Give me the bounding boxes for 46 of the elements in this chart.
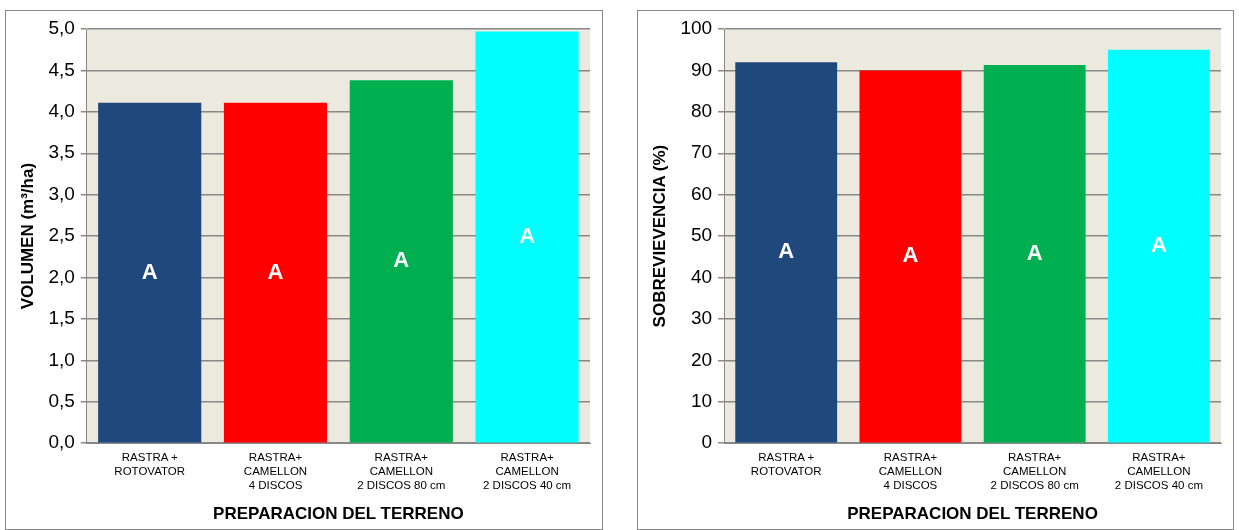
y-tick-label: 0,0: [48, 431, 75, 453]
y-tick-label: 30: [690, 307, 713, 329]
y-tick-label: 2,5: [48, 224, 75, 246]
y-tick-label: 2,0: [48, 265, 75, 287]
x-tick-label: RASTRA + ROTOVATOR: [114, 451, 186, 478]
y-axis-title: VOLUMEN (m³/ha): [17, 162, 37, 310]
annotation: A: [778, 238, 795, 264]
y-tick-label: 70: [690, 141, 713, 163]
y-tick-label: 0: [701, 431, 713, 453]
annotation: A: [902, 242, 919, 268]
annotation: A: [1026, 239, 1043, 265]
x-tick-label: RASTRA+ CAMELLON 2 DISCOS 40 cm: [1114, 451, 1203, 491]
y-tick-label: 60: [690, 182, 713, 204]
bar: [349, 80, 453, 443]
bar: [223, 102, 328, 443]
annotation: A: [519, 223, 536, 249]
x-tick-label: RASTRA+ CAMELLON 2 DISCOS 80 cm: [990, 451, 1079, 491]
x-tick-label: RASTRA+ CAMELLON 4 DISCOS: [243, 451, 308, 491]
x-tick-label: RASTRA + ROTOVATOR: [750, 451, 822, 478]
y-tick-label: 20: [690, 348, 713, 370]
annotation: A: [1150, 232, 1167, 258]
y-tick-label: 3,0: [48, 182, 75, 204]
y-tick-label: 3,5: [48, 141, 75, 163]
annotation: A: [141, 258, 158, 284]
y-tick-label: 1,0: [48, 348, 75, 370]
bar: [475, 31, 579, 443]
y-tick-label: 10: [690, 390, 713, 412]
x-tick-label: RASTRA+ CAMELLON 4 DISCOS: [878, 451, 943, 491]
annotation: A: [393, 247, 410, 273]
annotation: A: [267, 258, 284, 284]
y-tick-label: 40: [690, 265, 713, 287]
y-axis-title: SOBREVIEVENCIA (%): [649, 144, 669, 328]
y-tick-label: 90: [690, 58, 713, 80]
y-tick-label: 100: [680, 17, 713, 39]
y-tick-label: 50: [690, 224, 713, 246]
x-axis-title: PREPARACION DEL TERRENO: [847, 504, 1098, 524]
y-tick-label: 4,0: [48, 100, 75, 122]
y-tick-label: 5,0: [48, 17, 75, 39]
x-tick-label: RASTRA+ CAMELLON 2 DISCOS 40 cm: [483, 451, 572, 491]
bar: [98, 102, 202, 443]
y-tick-label: 0,5: [48, 390, 75, 412]
y-tick-label: 1,5: [48, 307, 75, 329]
y-tick-label: 80: [690, 100, 713, 122]
x-tick-label: RASTRA+ CAMELLON 2 DISCOS 80 cm: [357, 451, 446, 491]
x-axis-title: PREPARACION DEL TERRENO: [213, 504, 464, 524]
y-tick-label: 4,5: [48, 58, 75, 80]
